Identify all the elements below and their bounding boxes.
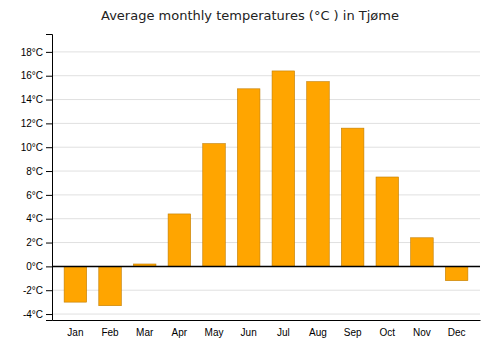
x-tick-label: Sep bbox=[344, 327, 362, 338]
y-tick-label: 12°C bbox=[21, 118, 43, 129]
grid-line bbox=[52, 75, 480, 76]
chart: Average monthly temperatures (°C ) in Tj… bbox=[0, 0, 500, 350]
y-tick: 6°C bbox=[26, 190, 52, 201]
x-tick: Aug bbox=[309, 327, 327, 338]
x-axis-line bbox=[53, 320, 481, 321]
y-tick-label: -2°C bbox=[23, 285, 43, 296]
y-tick-label: 6°C bbox=[26, 190, 43, 201]
x-tick-label: Apr bbox=[172, 327, 188, 338]
x-tick: May bbox=[205, 327, 224, 338]
y-tick-label: 8°C bbox=[26, 166, 43, 177]
y-axis-line bbox=[46, 35, 53, 321]
title: Average monthly temperatures (°C ) in Tj… bbox=[101, 8, 399, 23]
x-axis: Jan Feb Mar Apr May Jun Jul Aug Sep Oct Nov Dec bbox=[53, 321, 481, 339]
x-tick: Sep bbox=[344, 327, 362, 338]
bar bbox=[341, 128, 364, 266]
grid-line bbox=[52, 51, 480, 52]
y-tick: 16°C bbox=[21, 70, 52, 81]
bar bbox=[237, 89, 260, 267]
x-tick: Mar bbox=[136, 327, 154, 338]
y-tick-label: 14°C bbox=[21, 94, 43, 105]
x-tick: Dec bbox=[448, 327, 466, 338]
y-tick: -2°C bbox=[23, 285, 52, 296]
grid-line bbox=[52, 266, 480, 267]
x-tick: Jun bbox=[241, 327, 257, 338]
y-tick-mark bbox=[46, 290, 52, 291]
y-tick-label: 0°C bbox=[26, 261, 43, 272]
y-tick-mark bbox=[46, 100, 52, 101]
y-tick-mark bbox=[46, 171, 52, 172]
y-tick-mark bbox=[46, 195, 52, 196]
x-tick-label: Feb bbox=[101, 327, 119, 338]
x-tick-label: Oct bbox=[380, 327, 396, 338]
bar bbox=[376, 177, 399, 266]
x-tick-label: Mar bbox=[136, 327, 154, 338]
y-tick: 10°C bbox=[21, 142, 52, 153]
y-axis: -4°C -2°C 0°C 2°C 4°C 6°C 8°C 10°C 12°C 14°C 16°C 1… bbox=[21, 35, 53, 321]
y-tick-mark bbox=[46, 266, 52, 267]
grid-line bbox=[52, 171, 480, 172]
x-tick: Apr bbox=[172, 327, 188, 338]
y-tick-mark bbox=[46, 76, 52, 77]
y-tick-mark bbox=[46, 52, 52, 53]
x-tick-label: Dec bbox=[448, 327, 466, 338]
y-tick: 14°C bbox=[21, 94, 52, 105]
grid-line bbox=[52, 147, 480, 148]
bar bbox=[203, 144, 226, 267]
zero-line bbox=[52, 266, 480, 268]
x-tick: Jul bbox=[277, 327, 290, 338]
marks bbox=[52, 71, 480, 306]
grid-line bbox=[52, 194, 480, 195]
y-tick-label: -4°C bbox=[23, 309, 43, 320]
grid bbox=[52, 52, 480, 314]
x-tick: Jan bbox=[67, 327, 83, 338]
y-tick-label: 10°C bbox=[21, 142, 43, 153]
x-tick: Feb bbox=[101, 327, 119, 338]
bar bbox=[411, 238, 434, 267]
y-tick: 2°C bbox=[26, 237, 52, 248]
x-tick-label: Jul bbox=[277, 327, 290, 338]
y-tick: 4°C bbox=[26, 213, 52, 224]
x-tick: Nov bbox=[413, 327, 431, 338]
bar bbox=[64, 266, 87, 302]
x-tick-label: Aug bbox=[309, 327, 327, 338]
bar bbox=[307, 82, 330, 267]
y-tick: 8°C bbox=[26, 166, 52, 177]
y-tick: -4°C bbox=[23, 309, 52, 320]
y-tick: 0°C bbox=[26, 261, 52, 272]
y-tick-label: 4°C bbox=[26, 213, 43, 224]
x-tick: Oct bbox=[380, 327, 396, 338]
y-tick-mark bbox=[46, 219, 52, 220]
y-tick-label: 2°C bbox=[26, 237, 43, 248]
y-tick-label: 16°C bbox=[21, 70, 43, 81]
plot: -4°C -2°C 0°C 2°C 4°C 6°C 8°C 10°C 12°C 14°C 16°C 1… bbox=[21, 35, 481, 339]
y-tick-mark bbox=[46, 314, 52, 315]
y-tick: 18°C bbox=[21, 47, 52, 58]
grid-line bbox=[52, 123, 480, 124]
y-tick-mark bbox=[46, 147, 52, 148]
bar bbox=[272, 71, 295, 266]
y-tick-label: 18°C bbox=[21, 47, 43, 58]
x-tick-label: Nov bbox=[413, 327, 431, 338]
x-tick-label: May bbox=[205, 327, 224, 338]
bar bbox=[99, 266, 122, 305]
x-tick-label: Jan bbox=[67, 327, 83, 338]
y-tick-mark bbox=[46, 123, 52, 124]
y-tick: 12°C bbox=[21, 118, 52, 129]
bar bbox=[168, 214, 191, 266]
grid-line bbox=[52, 99, 480, 100]
grid-line bbox=[52, 314, 480, 315]
bar bbox=[445, 266, 468, 280]
y-tick-mark bbox=[46, 243, 52, 244]
grid-line bbox=[52, 218, 480, 219]
x-tick-label: Jun bbox=[241, 327, 257, 338]
